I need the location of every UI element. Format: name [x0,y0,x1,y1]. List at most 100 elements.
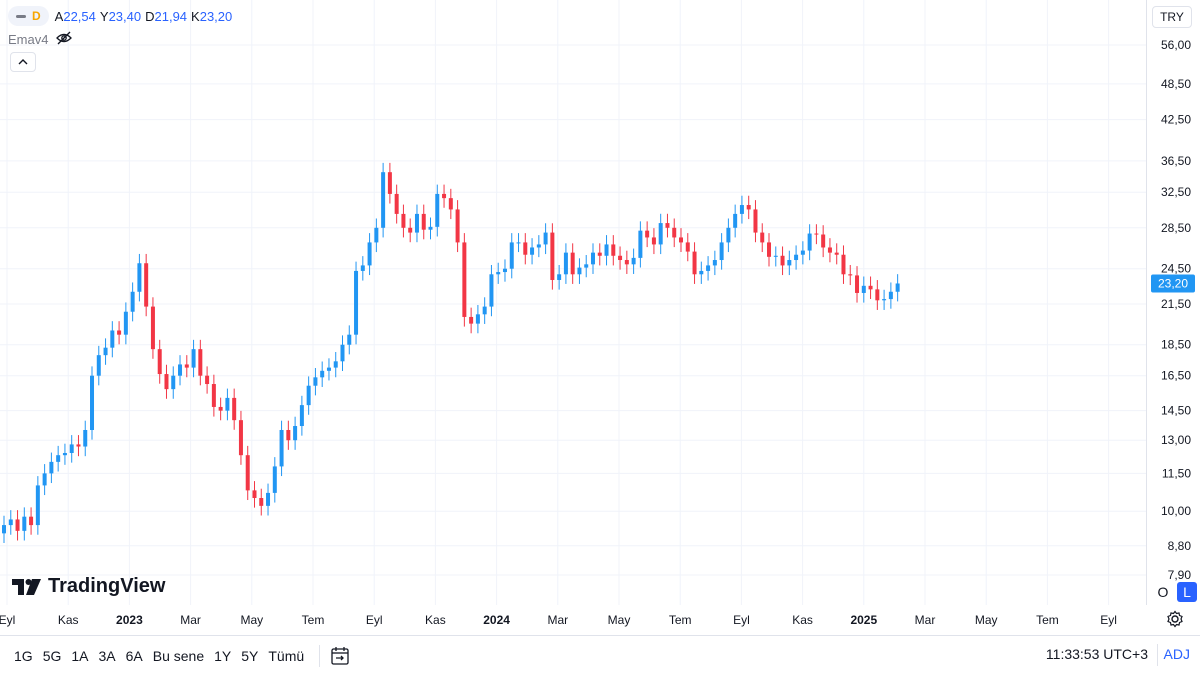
candle-up [110,330,115,348]
goto-date-calendar-icon[interactable] [330,646,350,666]
candle-up [794,254,799,261]
candle-down [827,247,832,253]
range-button[interactable]: 1G [14,648,33,664]
candle-down [767,242,772,257]
candle-down [780,255,785,266]
time-tick-label: Eyl [366,613,383,627]
price-tick-label: 24,50 [1161,262,1191,276]
candle-up [326,367,331,371]
candle-down [286,429,291,441]
candle-down [150,306,155,350]
candle-up [381,172,386,228]
log-toggle-o-button[interactable]: O [1157,584,1169,600]
candle-up [347,334,352,345]
indicator-row[interactable]: Emav4 [8,31,73,48]
candle-down [205,375,210,385]
candle-down [523,242,528,255]
candle-up [496,272,501,275]
candle-up [475,314,480,324]
candle-down [753,209,758,233]
candle-down [679,237,683,243]
candle-up [123,311,128,335]
candle-up [130,291,135,312]
range-button[interactable]: 1Y [214,648,232,664]
candle-down [624,260,629,265]
tradingview-logo-icon [12,578,41,595]
candle-up [299,405,304,427]
close-value: 23,20 [199,8,233,24]
range-button[interactable]: Tümü [268,648,305,664]
candle-up [90,375,95,430]
candle-down [821,234,826,248]
price-axis[interactable]: 56,00 48,50 42,50 36,50 32,50 28,50 24,50 21,50… [1146,0,1200,605]
candle-up [590,252,595,265]
candle-up [861,285,866,293]
candle-up [638,230,643,258]
candle-up [631,257,636,265]
candle-up [191,349,196,368]
toolbar-divider [319,645,321,667]
candle-up [306,385,311,406]
candle-up [530,247,535,255]
open-key: A [54,8,64,24]
range-button[interactable]: Bu sene [152,648,205,664]
candle-up [360,265,365,271]
candle-down [408,227,413,233]
candle-up [272,466,277,493]
time-tick-label: 2023 [116,613,143,627]
indicator-label: Emav4 [8,32,49,47]
candle-up [604,244,609,256]
chart-pane[interactable] [0,0,1171,605]
candle-down [421,213,426,230]
collapse-legend-button[interactable] [10,52,36,72]
range-button[interactable]: 3A [98,648,116,664]
bottom-toolbar: 1G 5G 1A 3A 6A Bu sene 1Y 5Y Tümü 11:33:53 UTC+3… [0,635,1200,676]
price-chart[interactable] [0,0,1171,605]
candle-up [293,426,298,441]
price-tick-label: 14,50 [1161,404,1191,418]
tradingview-logo[interactable]: TradingView [12,575,165,598]
candle-down [855,275,860,293]
candle-up [699,270,704,275]
candle-down [245,455,250,491]
price-tick-label: 48,50 [1161,77,1191,91]
eye-hidden-icon[interactable] [56,31,73,48]
range-button[interactable]: 5G [42,648,62,664]
price-tick-label: 32,50 [1161,185,1191,199]
range-button[interactable]: 5Y [241,648,259,664]
time-axis[interactable]: Eyl Kas 2023 Mar May Tem Eyl Kas 2024 Mar May Tem Ey… [0,605,1180,635]
candle-up [96,355,101,376]
candle-up [266,492,271,506]
adj-toggle-button[interactable]: ADJ [1163,646,1190,662]
candle-up [800,250,805,255]
time-tick-label: 2024 [483,613,510,627]
candle-up [509,242,514,269]
candle-down [211,384,216,407]
range-button[interactable]: 6A [125,648,143,664]
price-tick-label: 21,50 [1161,297,1191,311]
symbol-pill[interactable]: D [8,6,49,26]
low-value: 21,94 [154,8,188,24]
last-price-label: 23,20 [1158,276,1188,290]
time-tick-label: Kas [58,613,79,627]
candle-up [706,265,711,271]
candle-up [536,244,541,248]
clock-timezone[interactable]: 11:33:53 UTC+3 [1045,646,1148,662]
settings-gear-icon[interactable] [1166,610,1184,633]
range-button[interactable]: 1A [71,648,89,664]
candle-down [218,406,223,411]
high-key: Y [99,8,109,24]
candle-up [313,377,318,386]
high-value: 23,40 [108,8,142,24]
log-toggle-l-button[interactable]: L [1177,582,1197,602]
brand-name: TradingView [48,575,166,597]
time-tick-label: 2025 [850,613,877,627]
chevron-up-icon [18,59,28,65]
candle-up [22,516,27,531]
candle-down [834,252,839,255]
candle-down [448,198,453,210]
candle-up [895,283,900,292]
time-tick-label: Mar [180,613,201,627]
candle-down [814,233,819,235]
currency-selector[interactable]: TRY [1152,6,1192,28]
